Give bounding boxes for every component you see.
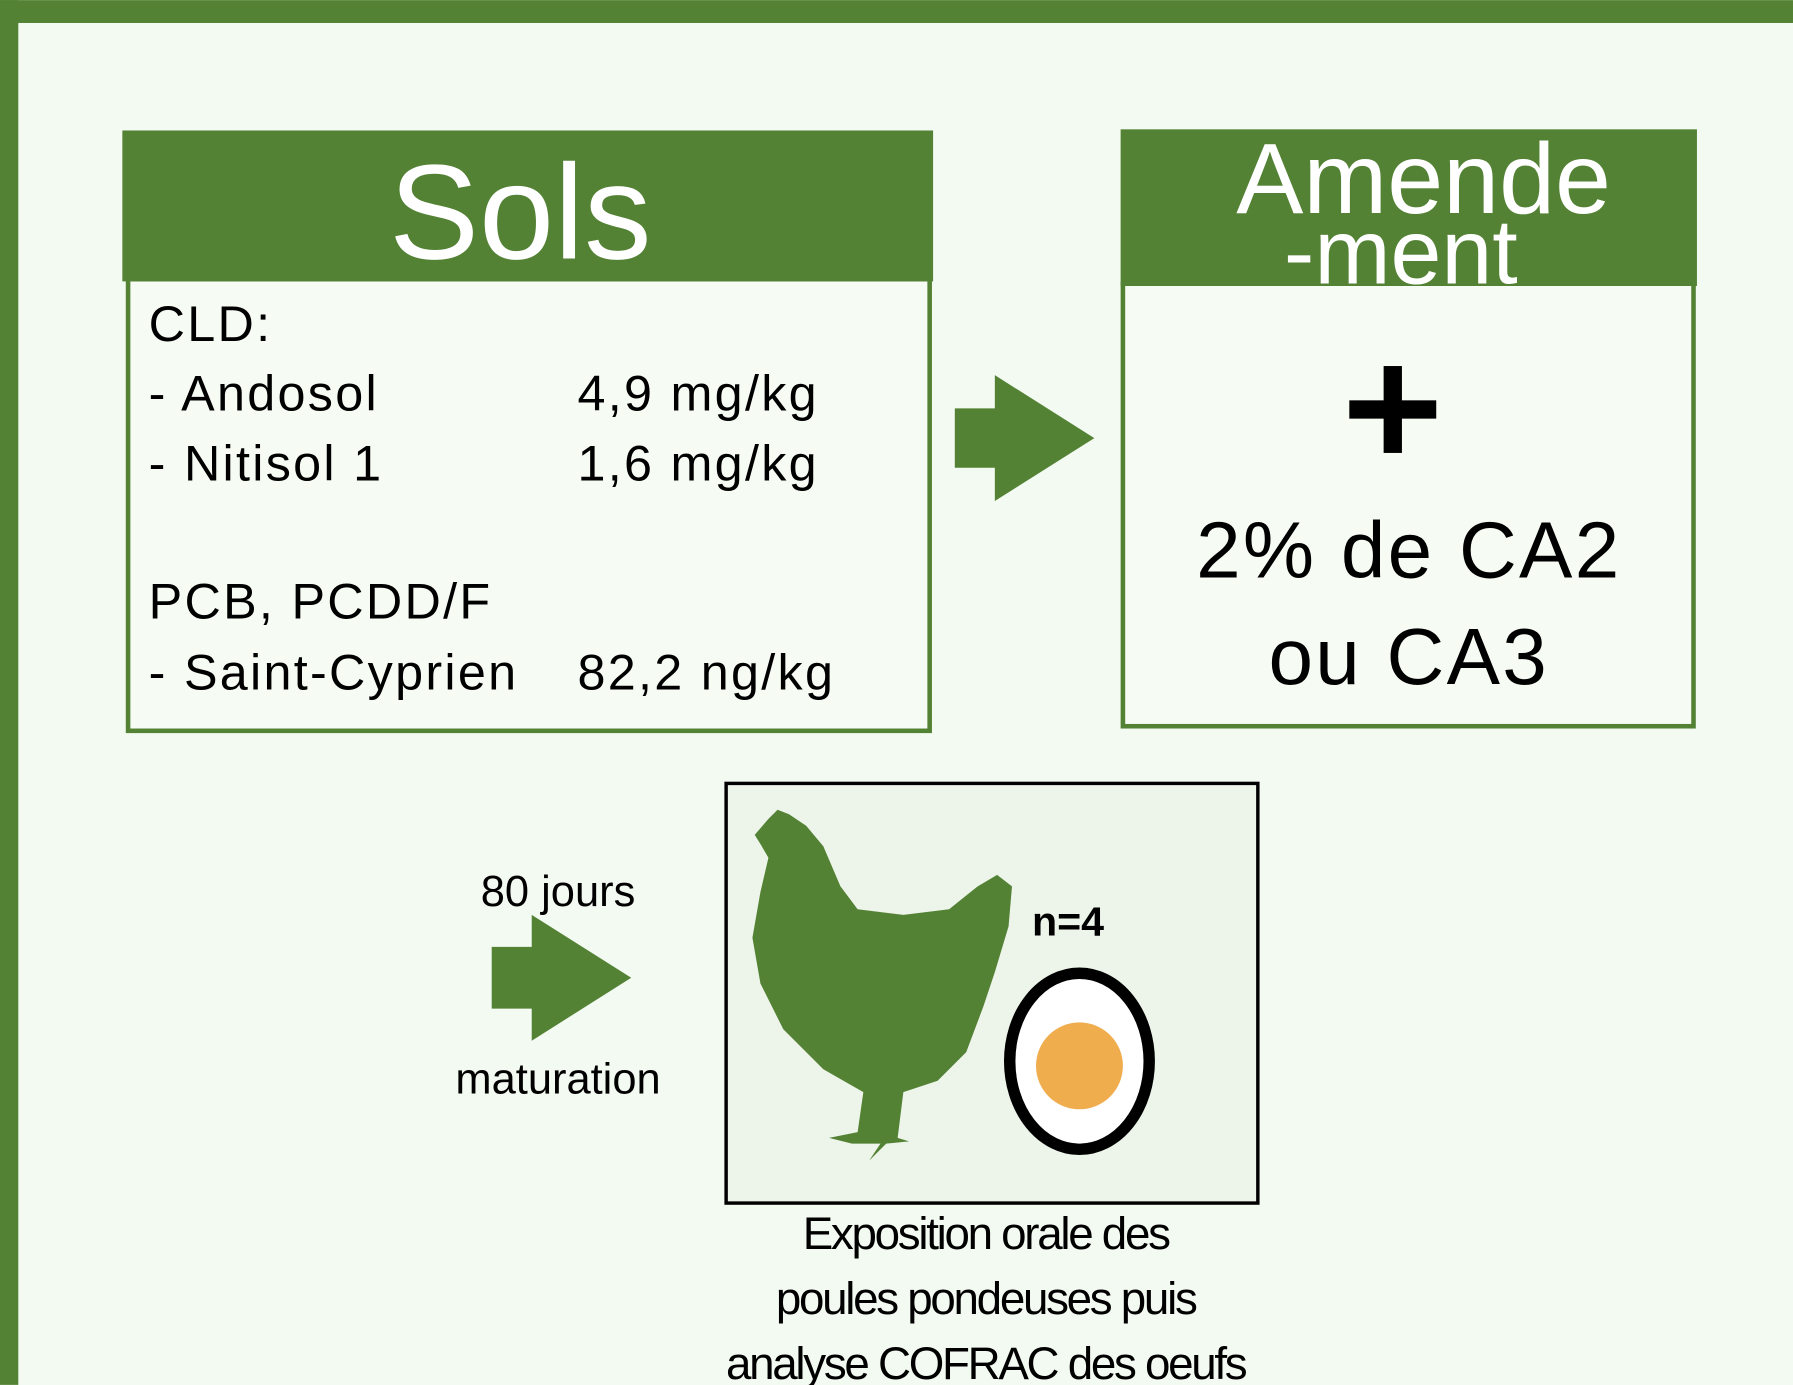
soil-name: - Andosol <box>149 365 379 422</box>
soil-name: - Nitisol 1 <box>149 434 384 491</box>
count-label: n=4 <box>1032 898 1104 944</box>
soil-value: 4,9 mg/kg <box>577 365 818 422</box>
soils-heading: CLD: <box>149 295 273 352</box>
soil-value: 82,2 ng/kg <box>577 644 835 701</box>
caption: poules pondeuses puis <box>776 1273 1197 1324</box>
amendment-text: ou CA3 <box>1268 612 1549 701</box>
egg-yolk <box>1036 1022 1123 1109</box>
soils-heading: PCB, PCDD/F <box>149 573 493 630</box>
caption: Exposition orale des <box>803 1208 1170 1259</box>
left-border <box>0 0 18 1385</box>
amendment-title: -ment <box>1284 202 1518 304</box>
arrow-label: 80 jours <box>481 868 636 916</box>
soil-name: - Saint-Cyprien <box>149 644 519 701</box>
diagram: Sols CLD: - Andosol 4,9 mg/kg - Nitisol … <box>0 0 1793 1385</box>
soil-value: 1,6 mg/kg <box>577 434 818 491</box>
amendment-text: 2% de CA2 <box>1196 506 1621 595</box>
caption: analyse COFRAC des oeufs <box>726 1338 1247 1385</box>
plus <box>1384 366 1402 453</box>
top-border <box>0 0 1793 23</box>
soils-title: Sols <box>389 137 651 288</box>
arrow-label: maturation <box>455 1055 660 1103</box>
